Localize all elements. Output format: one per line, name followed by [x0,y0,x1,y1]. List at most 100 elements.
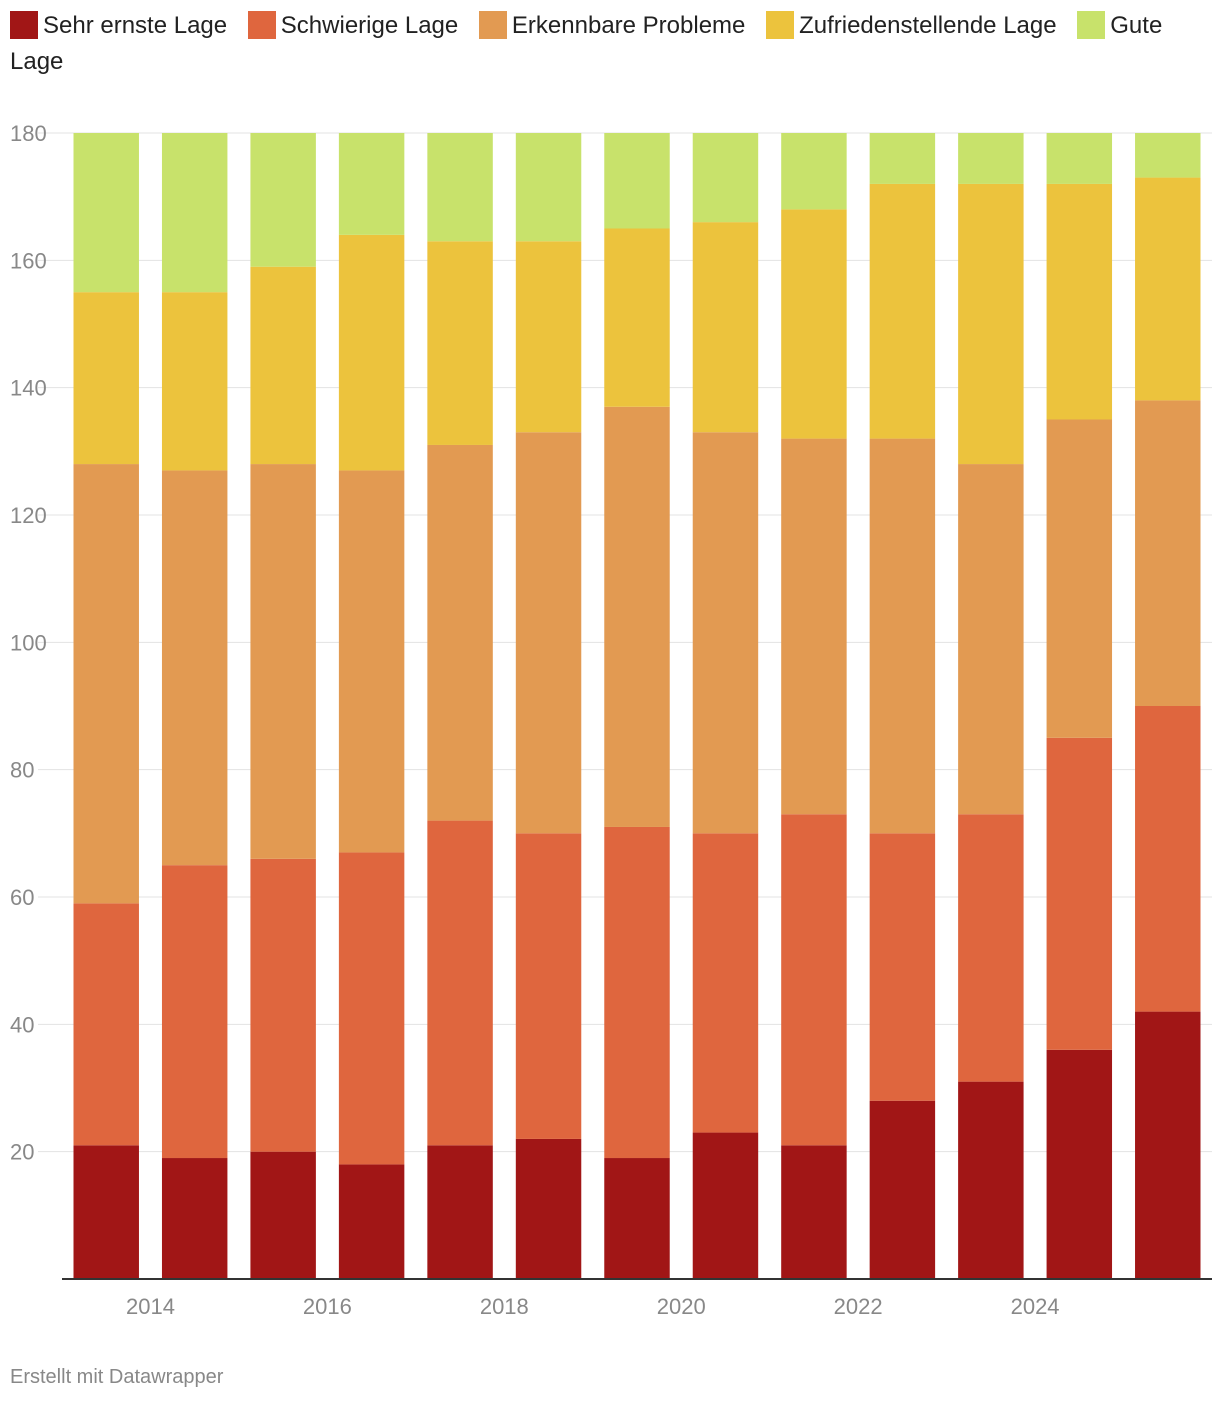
y-tick-label: 100 [10,630,47,655]
bar-segment [161,1158,228,1279]
bar-segment [1046,419,1113,738]
bar-segment [338,234,405,471]
bar-segment [692,833,759,1133]
bar-segment [958,183,1024,465]
y-tick-label: 60 [10,885,34,910]
y-tick-label: 180 [10,121,47,146]
bar-segment [869,183,936,439]
bar-segment [1135,177,1201,401]
bar-segment [73,464,139,904]
x-tick-label: 2020 [657,1294,706,1319]
bar-segment [958,133,1024,184]
bar-segment [1135,133,1201,178]
bar-segment [1046,183,1113,420]
chart-legend: Sehr ernste Lage Schwierige Lage Erkennb… [10,8,1210,80]
bar-segment [250,133,316,267]
legend-swatch [478,11,507,39]
bar-segment [1135,706,1201,1012]
bar-segment [781,133,847,210]
bar-segment [250,266,316,465]
x-tick-label: 2014 [126,1294,175,1319]
bar-segment [958,814,1024,1082]
bar-segment [781,438,847,815]
legend-swatch [10,11,38,39]
bar-segment [1135,400,1201,706]
bar-segment [161,292,228,471]
footer-credit: Erstellt mit Datawrapper [10,1366,224,1388]
y-tick-label: 80 [10,758,34,783]
bar-segment [604,406,670,827]
bar-segment [515,432,582,834]
x-tick-label: 2022 [834,1294,883,1319]
legend-swatch [766,11,795,39]
bar-segment [73,292,139,465]
legend-item: Erkennbare Probleme [478,11,746,39]
y-tick-label: 40 [10,1012,34,1037]
bar-segment [515,133,582,242]
bar-segment [250,464,316,859]
bar-segment [604,826,670,1159]
legend-label: Schwierige Lage [280,12,459,39]
bar-segment [515,833,582,1139]
y-tick-label: 160 [10,248,47,273]
bar-segment [1046,737,1113,1050]
bar-segment [781,814,847,1146]
bar-segment [781,1145,847,1279]
bar-segment [515,1138,582,1279]
legend-item: Schwierige Lage [247,11,459,39]
bar-segment [427,820,493,1146]
legend-item: Gute Lage [10,11,1163,75]
stacked-bar-chart: 20 40 60 80 100 120 140 160 180 2014 2016 2018 2020 2… [10,121,1212,1319]
bar-segment [958,1081,1024,1279]
bar-segment [692,133,759,223]
bar-segment [604,133,670,229]
bar-segment [692,222,759,433]
bar-segment [869,833,936,1101]
bars [73,133,1201,1279]
bar-segment [604,228,670,407]
legend-item: Sehr ernste Lage [10,11,228,39]
x-tick-label: 2016 [303,1294,352,1319]
bar-segment [869,133,936,184]
bar-segment [161,865,228,1159]
bar-segment [869,438,936,834]
legend-swatch [247,11,276,39]
bar-segment [1046,133,1113,184]
legend-label: Erkennbare Probleme [511,12,746,39]
legend-item: Zufriedenstellende Lage [766,11,1057,39]
bar-segment [515,241,582,433]
bar-segment [958,464,1024,815]
axes: 20 40 60 80 100 120 140 160 180 2014 2016 2018 2020 2… [10,121,1212,1319]
bar-segment [338,1164,405,1279]
x-tick-label: 2018 [480,1294,529,1319]
bar-segment [692,1132,759,1279]
bar-segment [692,432,759,834]
y-tick-label: 120 [10,503,47,528]
bar-segment [869,1100,936,1279]
x-tick-label: 2024 [1011,1294,1060,1319]
bar-segment [338,470,405,853]
legend-label: Gute Lage [10,12,1163,75]
bar-segment [161,470,228,866]
bar-segment [250,1151,316,1279]
bar-segment [73,1145,139,1279]
bar-segment [604,1158,670,1279]
legend-label: Zufriedenstellende Lage [799,12,1057,39]
bar-segment [427,444,493,821]
bar-segment [427,133,493,242]
legend-swatch [1077,11,1106,39]
bar-segment [1046,1049,1113,1279]
bar-segment [781,209,847,439]
bar-segment [338,133,405,235]
bar-segment [73,133,139,293]
bar-segment [250,858,316,1152]
bar-segment [1135,1011,1201,1279]
bar-segment [427,1145,493,1279]
legend-label: Sehr ernste Lage [43,12,228,39]
y-tick-label: 140 [10,376,47,401]
bar-segment [161,133,228,293]
bar-segment [73,903,139,1146]
bar-segment [338,852,405,1165]
bar-segment [427,241,493,445]
y-tick-label: 20 [10,1140,34,1165]
